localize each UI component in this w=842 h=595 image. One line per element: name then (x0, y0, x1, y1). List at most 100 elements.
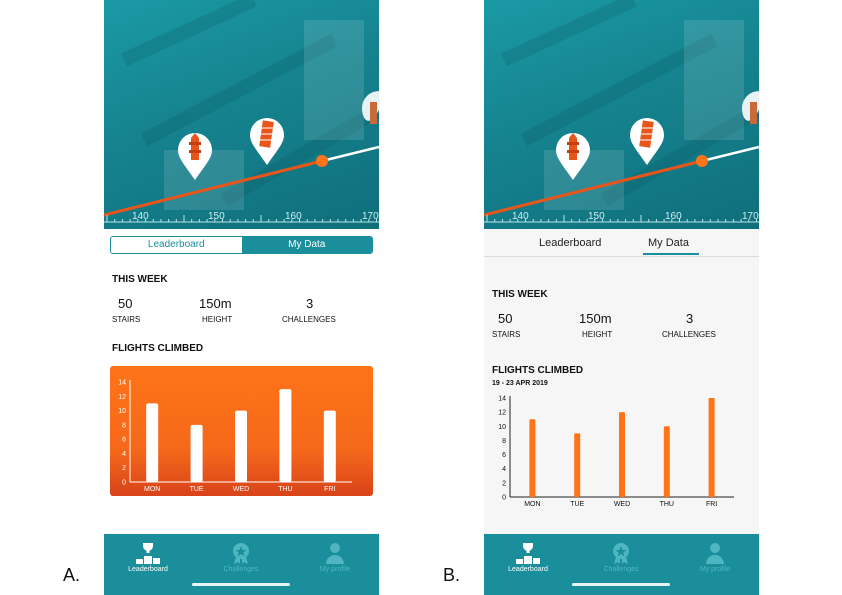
challenges-label: CHALLENGES (662, 330, 716, 339)
bar-mon (529, 419, 536, 497)
phone-screen-a: 140 150 160 170 Leaderboard My Data THIS… (104, 0, 379, 595)
flights-chart: 0 2 4 6 8 10 12 14 MON TUE WED THU FRI (118, 380, 352, 493)
distance-tick-label: 140 (512, 211, 529, 222)
y-tick-label: 14 (118, 380, 126, 387)
y-tick-label: 12 (498, 410, 506, 417)
x-tick-label: THU (278, 486, 292, 493)
x-tick-label: WED (233, 486, 249, 493)
bar-thu (279, 389, 292, 482)
flights-climbed-title: FLIGHTS CLIMBED (112, 343, 204, 354)
landmark-pin-liberty (362, 91, 379, 124)
y-tick-label: 14 (498, 396, 506, 403)
medal-icon (233, 543, 249, 564)
tab-my-data[interactable]: My Data (648, 237, 689, 249)
y-tick-label: 6 (502, 452, 506, 459)
tab-leaderboard[interactable]: Leaderboard (111, 237, 242, 253)
person-icon (706, 543, 724, 564)
y-tick-label: 8 (502, 438, 506, 445)
x-tick-label: MON (144, 486, 160, 493)
flights-chart: 0 2 4 6 8 10 12 14 MON TUE WED THU FRI (498, 396, 734, 508)
x-tick-label: TUE (570, 501, 584, 508)
home-indicator[interactable] (192, 583, 290, 586)
y-tick-label: 2 (122, 465, 126, 472)
landmark-pin-tower (556, 133, 590, 180)
trophy-podium-icon (516, 543, 540, 564)
medal-icon (613, 543, 629, 564)
distance-tick-label: 150 (588, 211, 605, 222)
challenges-value: 3 (686, 311, 694, 326)
nav-my-profile[interactable]: My profile (680, 542, 750, 573)
bar-fri (323, 410, 336, 482)
bar-thu (663, 426, 670, 497)
stairs-value: 50 (498, 311, 513, 326)
nav-my-profile-label: My profile (699, 566, 731, 573)
hero-map: 140 150 160 170 (484, 0, 759, 229)
y-tick-label: 4 (122, 451, 126, 458)
y-tick-label: 12 (118, 394, 126, 401)
bar-fri (708, 398, 715, 497)
height-label: HEIGHT (202, 315, 233, 324)
nav-leaderboard-label: Leaderboard (508, 566, 548, 573)
person-icon (326, 543, 344, 564)
height-label: HEIGHT (582, 330, 613, 339)
distance-tick-label: 170 (362, 211, 379, 222)
nav-challenges-label: Challenges (603, 566, 639, 573)
panel-label-b: B. (443, 565, 461, 585)
distance-tick-label: 160 (285, 211, 302, 222)
tab-bar: Leaderboard My Data (484, 229, 759, 257)
bar-wed (235, 410, 247, 482)
y-tick-label: 6 (122, 437, 126, 444)
progress-marker (316, 155, 328, 167)
height-value: 150m (199, 296, 232, 311)
panel-label-a: A. (63, 565, 81, 585)
stairs-label: STAIRS (492, 330, 521, 339)
distance-tick-label: 150 (208, 211, 225, 222)
segmented-control: Leaderboard My Data (110, 236, 373, 254)
x-tick-label: FRI (324, 486, 335, 493)
progress-marker (696, 155, 708, 167)
stairs-value: 50 (118, 296, 133, 311)
x-tick-label: THU (660, 501, 674, 508)
active-tab-underline (643, 253, 699, 255)
distance-tick-label: 160 (665, 211, 682, 222)
nav-leaderboard[interactable]: Leaderboard (113, 542, 183, 573)
y-tick-label: 10 (498, 424, 506, 431)
y-tick-label: 0 (122, 480, 126, 487)
landmark-pin-pisa (250, 118, 284, 165)
home-indicator[interactable] (572, 583, 670, 586)
bar-tue (574, 433, 581, 497)
distance-tick-label: 140 (132, 211, 149, 222)
nav-my-profile[interactable]: My profile (300, 542, 370, 573)
nav-leaderboard-label: Leaderboard (128, 566, 168, 573)
landmark-pin-pisa (630, 118, 664, 165)
phone-screen-b: 140 150 160 170 Leaderboard My Data THIS… (484, 0, 759, 595)
challenges-value: 3 (306, 296, 314, 311)
nav-my-profile-label: My profile (319, 566, 351, 573)
x-tick-label: WED (614, 501, 630, 508)
this-week-title: THIS WEEK (492, 289, 548, 300)
y-tick-label: 10 (118, 408, 126, 415)
nav-challenges[interactable]: Challenges (586, 542, 656, 573)
challenges-label: CHALLENGES (282, 315, 336, 324)
height-value: 150m (579, 311, 612, 326)
landmark-pin-liberty (742, 91, 759, 124)
this-week-title: THIS WEEK (112, 274, 168, 285)
hero-map: 140 150 160 170 (104, 0, 379, 229)
y-tick-label: 2 (502, 480, 506, 487)
x-tick-label: MON (524, 501, 540, 508)
bar-tue (190, 424, 203, 482)
trophy-podium-icon (136, 543, 160, 564)
y-tick-label: 4 (502, 466, 506, 473)
distance-tick-label: 170 (742, 211, 759, 222)
x-tick-label: TUE (190, 486, 204, 493)
nav-challenges[interactable]: Challenges (206, 542, 276, 573)
y-tick-label: 8 (122, 422, 126, 429)
bar-wed (619, 412, 625, 497)
date-range: 19 - 23 APR 2019 (492, 380, 548, 387)
landmark-pin-tower (178, 133, 212, 180)
stairs-label: STAIRS (112, 315, 141, 324)
nav-leaderboard[interactable]: Leaderboard (493, 542, 563, 573)
tab-my-data[interactable]: My Data (241, 237, 372, 253)
bar-mon (146, 403, 159, 482)
tab-leaderboard[interactable]: Leaderboard (539, 237, 602, 249)
